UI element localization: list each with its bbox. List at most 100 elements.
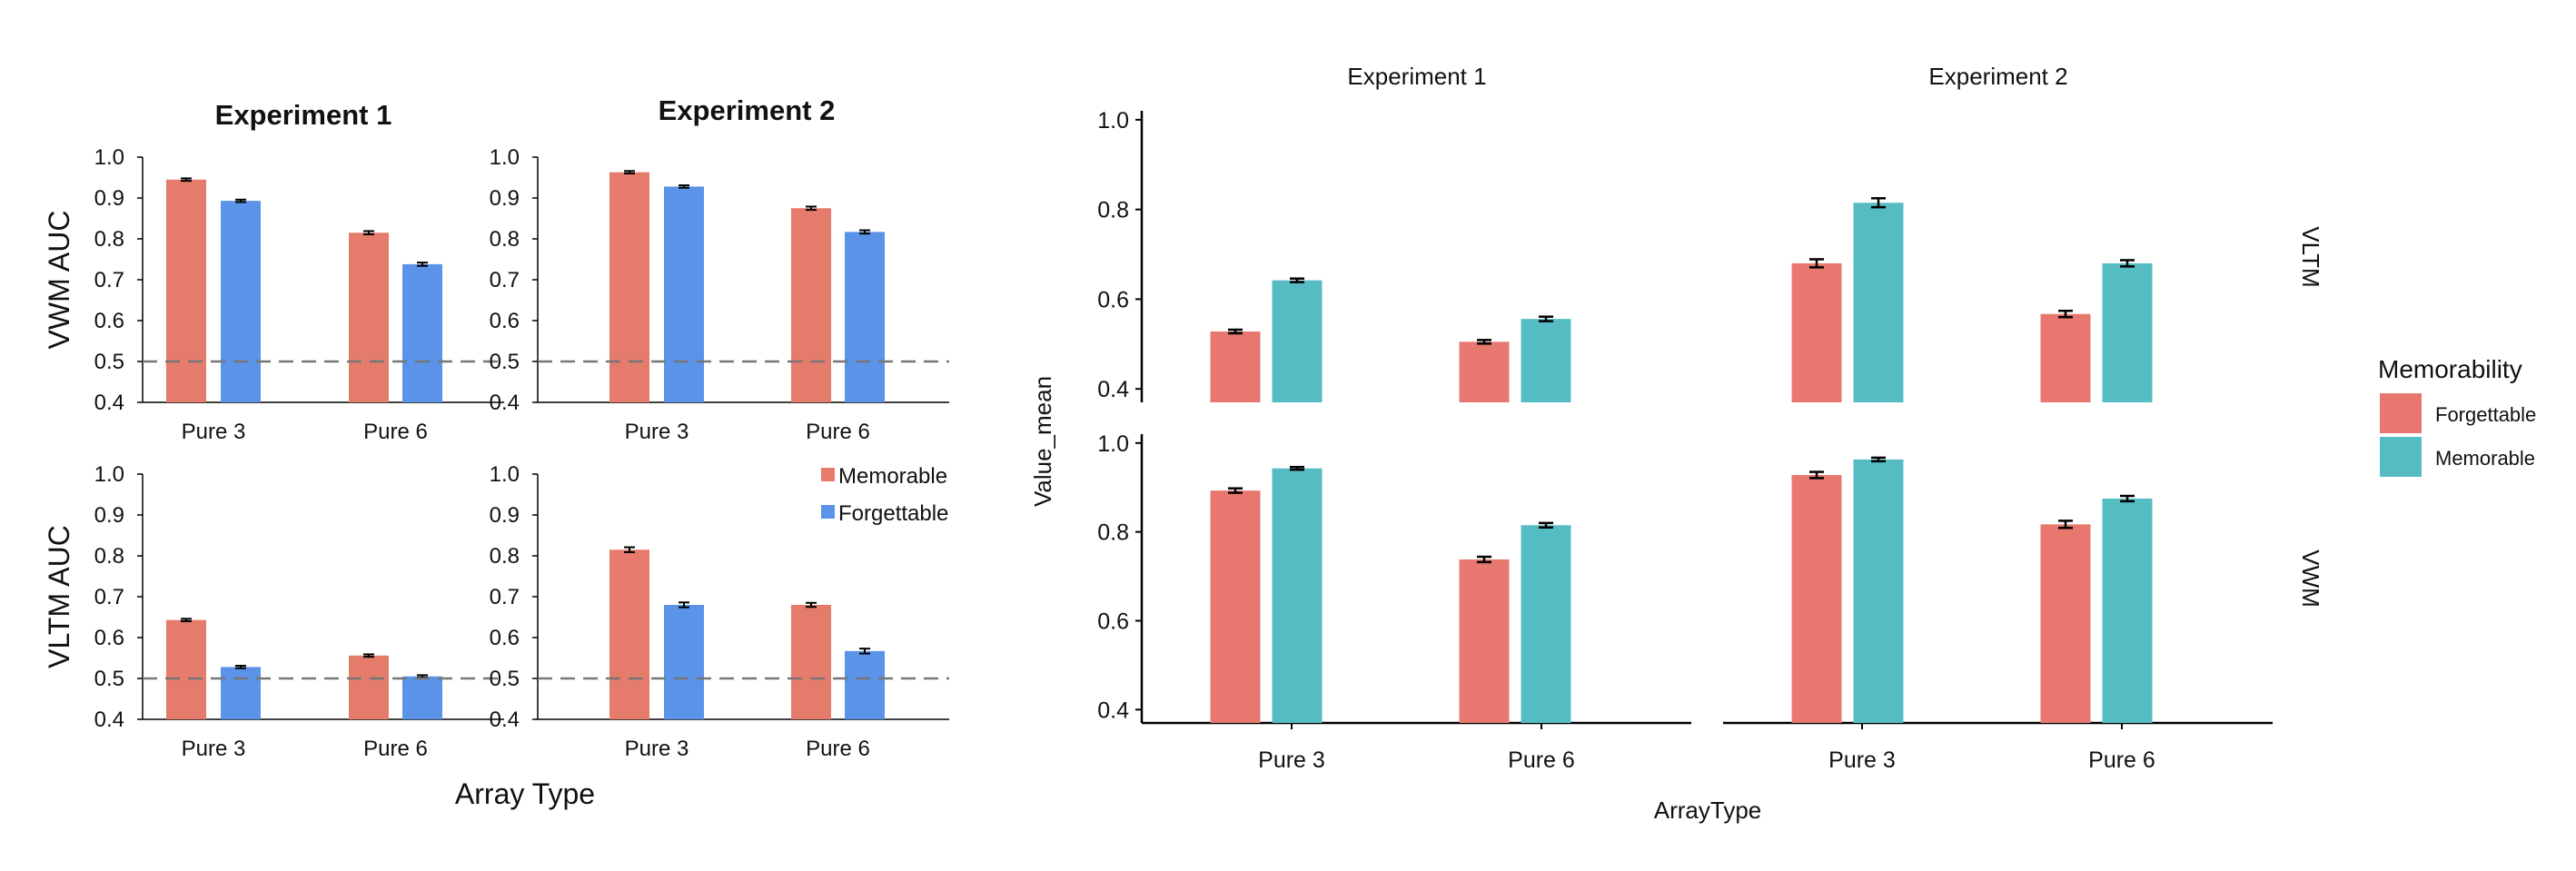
panel-6: Experiment 2 [1791, 63, 2153, 402]
panel-7-error-bar-memorable-2 [1539, 521, 1553, 529]
panel-2-x-tick-label: Pure 6 [806, 420, 870, 444]
right-legend-title: Memorability [2378, 355, 2522, 383]
panel-2-bar-memorable-1 [609, 172, 649, 402]
left-legend-label-memorable: Memorable [838, 464, 947, 489]
panel-3-error-bar-memorable-1 [181, 618, 192, 622]
panel-7-y-tick-label: 0.6 [1097, 609, 1129, 634]
panel-3-bar-forgettable-1 [221, 667, 261, 719]
panel-6-error-bar-memorable-2 [2120, 259, 2135, 268]
right-y-axis-title: Value_mean [1029, 376, 1056, 507]
panel-3-y-tick-label: 0.8 [94, 544, 124, 569]
panel-8-error-bar-memorable-2 [2120, 494, 2135, 503]
panel-4-error-bar-forgettable-1 [679, 601, 689, 609]
right-legend-swatch-memorable [2380, 437, 2422, 477]
panel-3-error-bar-memorable-2 [363, 653, 374, 658]
panel-7-facet-row-label: VWM [2297, 549, 2324, 608]
left-legend: Memorable Forgettable [821, 464, 948, 526]
panel-1-y-tick-label: 0.4 [94, 391, 124, 415]
chart-panels: 0.4 0.5 0.6 0.7 0.8 0.9 1.0 Pure 3 Pure 6 Experim… [43, 63, 2324, 773]
panel-4-y-tick-label: 0.5 [490, 667, 520, 691]
panel-5-error-bar-forgettable-1 [1228, 328, 1243, 335]
panel-3-bar-forgettable-2 [402, 676, 442, 719]
panel-2-bar-forgettable-1 [664, 186, 704, 402]
right-figure: ArrayType Value_mean Memorability Forget… [1029, 355, 2536, 824]
panel-1-bar-memorable-1 [166, 179, 206, 402]
panel-4-y-tick-label: 0.9 [490, 503, 520, 528]
panel-2-title: Experiment 2 [659, 94, 836, 126]
panel-7-bar-forgettable-2 [1459, 559, 1510, 723]
panel-2-y-tick-label: 0.6 [490, 309, 520, 333]
panel-7-bar-memorable-2 [1521, 525, 1571, 723]
right-legend-label-memorable: Memorable [2435, 447, 2535, 470]
panel-5-bar-forgettable-2 [1459, 341, 1510, 402]
panel-6-bar-memorable-2 [2102, 262, 2153, 402]
right-legend-label-forgettable: Forgettable [2435, 403, 2536, 426]
panel-2-bar-forgettable-2 [845, 232, 885, 402]
panel-6-title: Experiment 2 [1928, 63, 2067, 90]
panel-1-y-tick-label: 0.9 [94, 186, 124, 211]
panel-1-y-tick-label: 0.8 [94, 227, 124, 252]
panel-1-y-axis-title: VWM AUC [43, 211, 75, 350]
panel-3-y-tick-label: 0.6 [94, 626, 124, 650]
panel-1-title: Experiment 1 [215, 99, 392, 131]
panel-7-y-tick-label: 0.8 [1097, 520, 1129, 546]
panel-5-y-tick-label: 1.0 [1097, 108, 1129, 134]
panel-4-y-tick-label: 0.7 [490, 585, 520, 609]
panel-5-bar-memorable-2 [1521, 319, 1571, 402]
panel-4-error-bar-memorable-1 [624, 546, 635, 553]
panel-1-bar-forgettable-2 [402, 263, 442, 402]
left-figure: Array Type Memorable Forgettable [455, 464, 948, 810]
panel-1-error-bar-forgettable-1 [235, 198, 246, 203]
panel-8-error-bar-forgettable-1 [1809, 470, 1824, 480]
panel-2-x-tick-label: Pure 3 [625, 420, 689, 444]
panel-8-bar-memorable-1 [1853, 459, 1904, 723]
panel-7-x-tick-label: Pure 6 [1508, 747, 1575, 773]
panel-3-y-tick-label: 0.4 [94, 708, 124, 732]
panel-7-x-tick-label: Pure 3 [1258, 747, 1325, 773]
panel-4-x-tick-label: Pure 3 [625, 737, 689, 761]
panel-3-bar-memorable-1 [166, 619, 206, 719]
panel-8-bar-forgettable-2 [2040, 524, 2091, 723]
panel-7-y-tick-label: 1.0 [1097, 431, 1129, 457]
panel-1-y-tick-label: 0.6 [94, 309, 124, 333]
left-legend-label-forgettable: Forgettable [838, 501, 948, 526]
panel-5-facet-row-label: VLTM [2297, 226, 2324, 287]
panel-4-y-tick-label: 0.4 [490, 708, 520, 732]
panel-2-y-tick-label: 0.9 [490, 186, 520, 211]
panel-2-error-bar-forgettable-2 [859, 229, 870, 235]
panel-6-error-bar-forgettable-1 [1809, 258, 1824, 269]
right-legend: Memorability Forgettable Memorable [2378, 355, 2536, 477]
panel-4-x-tick-label: Pure 6 [806, 737, 870, 761]
panel-1-error-bar-memorable-2 [363, 230, 374, 236]
panel-3-error-bar-forgettable-1 [235, 665, 246, 669]
panel-5-error-bar-memorable-1 [1290, 277, 1304, 283]
panel-6-error-bar-memorable-1 [1871, 197, 1886, 209]
panel-5-y-tick-label: 0.4 [1097, 377, 1129, 402]
panel-2-bar-memorable-2 [791, 208, 831, 402]
panel-7-error-bar-forgettable-1 [1228, 487, 1243, 494]
panel-8-bar-memorable-2 [2102, 498, 2153, 723]
panel-4-bar-forgettable-2 [845, 650, 885, 719]
panel-7-error-bar-memorable-1 [1290, 465, 1304, 471]
panel-4-y-tick-label: 0.8 [490, 544, 520, 569]
panel-1-error-bar-memorable-1 [181, 177, 192, 183]
panel-8-error-bar-forgettable-2 [2058, 520, 2073, 530]
panel-2-y-tick-label: 0.4 [490, 391, 520, 415]
left-legend-swatch-forgettable [821, 505, 835, 519]
panel-4: 0.4 0.5 0.6 0.7 0.8 0.9 1.0 Pure 3 Pure 6 [490, 462, 949, 761]
panel-4-bar-memorable-1 [609, 549, 649, 719]
panel-4-y-tick-label: 1.0 [490, 462, 520, 487]
panel-5-y-tick-label: 0.6 [1097, 287, 1129, 312]
panel-6-bar-forgettable-2 [2040, 313, 2091, 402]
panel-2-y-tick-label: 0.5 [490, 350, 520, 374]
panel-2-error-bar-forgettable-1 [679, 184, 689, 189]
panel-5-title: Experiment 1 [1347, 63, 1486, 90]
panel-5-bar-forgettable-1 [1210, 331, 1261, 402]
panel-7: 0.4 0.6 0.8 1.0 Pure 3 Pure 6 VWM [1097, 431, 2324, 773]
panel-3-x-tick-label: Pure 6 [363, 737, 428, 761]
panel-1-x-tick-label: Pure 6 [363, 420, 428, 444]
panel-4-error-bar-memorable-2 [806, 601, 817, 609]
panel-2: 0.4 0.5 0.6 0.7 0.8 0.9 1.0 Pure 3 Pure 6 Experim… [490, 94, 949, 444]
panel-5-error-bar-forgettable-2 [1477, 339, 1491, 345]
